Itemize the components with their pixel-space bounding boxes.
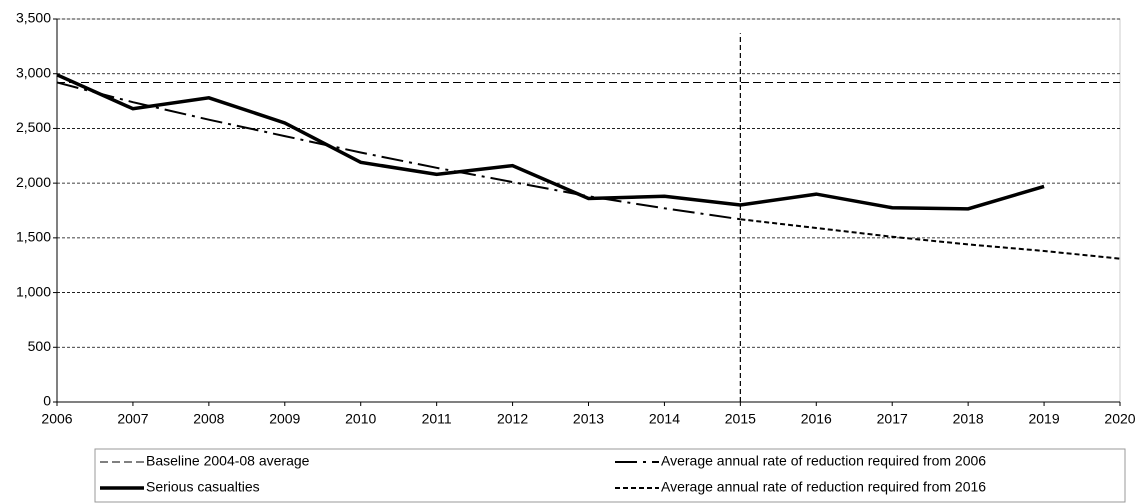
y-tick-label: 0 bbox=[43, 393, 51, 409]
y-tick-label: 3,000 bbox=[16, 64, 51, 80]
x-tick-label: 2020 bbox=[1104, 411, 1135, 427]
x-tick-label: 2014 bbox=[649, 411, 680, 427]
x-tick-label: 2008 bbox=[193, 411, 224, 427]
y-tick-label: 1,000 bbox=[16, 283, 51, 299]
x-tick-label: 2013 bbox=[573, 411, 604, 427]
y-tick-label: 2,500 bbox=[16, 119, 51, 135]
legend-label: Average annual rate of reduction require… bbox=[661, 479, 986, 495]
y-tick-label: 500 bbox=[28, 338, 52, 354]
x-tick-label: 2007 bbox=[117, 411, 148, 427]
x-tick-label: 2010 bbox=[345, 411, 376, 427]
x-tick-label: 2019 bbox=[1028, 411, 1059, 427]
x-tick-label: 2006 bbox=[41, 411, 72, 427]
x-tick-label: 2017 bbox=[877, 411, 908, 427]
y-tick-label: 1,500 bbox=[16, 229, 51, 245]
series-line bbox=[56, 81, 741, 221]
y-tick-label: 3,500 bbox=[16, 10, 51, 26]
series-line bbox=[740, 218, 1121, 260]
x-tick-label: 2016 bbox=[801, 411, 832, 427]
x-tick-label: 2018 bbox=[953, 411, 984, 427]
x-tick-label: 2009 bbox=[269, 411, 300, 427]
legend-box bbox=[94, 448, 1126, 503]
legend-label: Serious casualties bbox=[146, 479, 260, 495]
y-tick-label: 2,000 bbox=[16, 174, 51, 190]
legend-label: Baseline 2004-08 average bbox=[146, 453, 310, 469]
x-tick-label: 2011 bbox=[422, 411, 452, 427]
x-tick-label: 2015 bbox=[725, 411, 756, 427]
series-line bbox=[56, 73, 1045, 211]
legend-label: Average annual rate of reduction require… bbox=[661, 453, 986, 469]
x-tick-label: 2012 bbox=[497, 411, 528, 427]
plot-area bbox=[56, 18, 1121, 403]
